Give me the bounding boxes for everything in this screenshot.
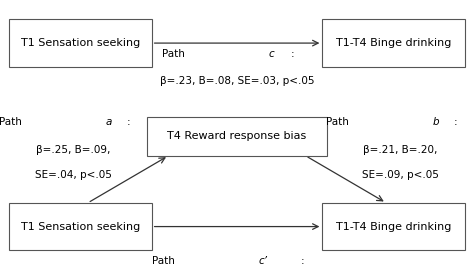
Text: b: b [432,117,439,127]
Text: a: a [105,117,112,127]
Text: β=.23, B=.08, SE=.03, p<.05: β=.23, B=.08, SE=.03, p<.05 [160,76,314,86]
FancyBboxPatch shape [9,19,152,67]
Text: c: c [269,49,275,59]
Text: SE=.04, p<.05: SE=.04, p<.05 [35,170,112,180]
Text: β=.25, B=.09,: β=.25, B=.09, [36,145,110,155]
Text: SE=.09, p<.05: SE=.09, p<.05 [362,170,439,180]
Text: T1-T4 Binge drinking: T1-T4 Binge drinking [336,38,451,48]
Text: :: : [290,49,294,59]
FancyBboxPatch shape [322,203,465,250]
FancyBboxPatch shape [322,19,465,67]
Text: :: : [127,117,130,127]
FancyBboxPatch shape [147,117,327,156]
Text: T1 Sensation seeking: T1 Sensation seeking [21,38,140,48]
FancyBboxPatch shape [9,203,152,250]
Text: Path: Path [162,49,189,59]
Text: Path: Path [326,117,352,127]
Text: :: : [301,256,305,266]
Text: T4 Reward response bias: T4 Reward response bias [167,131,307,141]
Text: Path: Path [152,256,178,266]
Text: T1 Sensation seeking: T1 Sensation seeking [21,222,140,232]
Text: Path: Path [0,117,25,127]
Text: :: : [454,117,457,127]
Text: β=.21, B=.20,: β=.21, B=.20, [364,145,438,155]
Text: T1-T4 Binge drinking: T1-T4 Binge drinking [336,222,451,232]
Text: c’: c’ [258,256,267,266]
